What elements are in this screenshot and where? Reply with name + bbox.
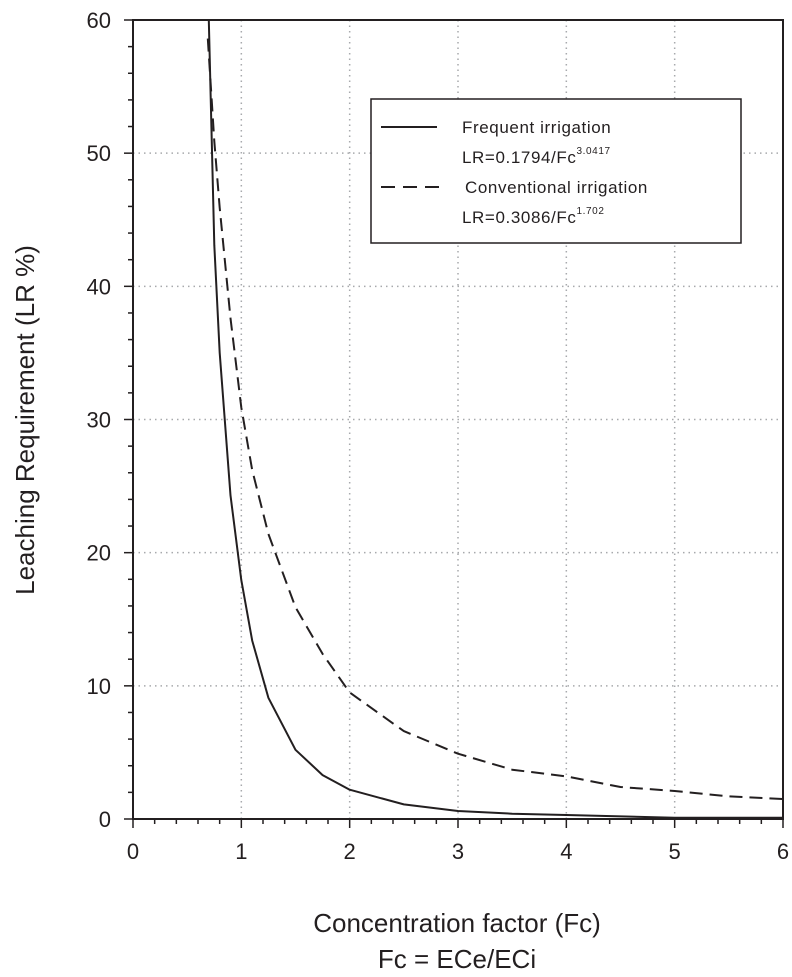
series-line-frequent-irrigation [207, 19, 783, 819]
legend-label-conventional: Conventional irrigation [465, 178, 648, 197]
x-axis-title: Concentration factor (Fc) [313, 908, 601, 938]
y-tick-label: 30 [87, 408, 111, 433]
x-tick-label: 2 [344, 839, 356, 864]
legend-equation-conventional-base: LR=0.3086/Fc [462, 208, 576, 227]
x-tick-label: 3 [452, 839, 464, 864]
x-tick-label: 0 [127, 839, 139, 864]
y-tick-label: 0 [99, 807, 111, 832]
y-axis-title: Leaching Requirement (LR %) [10, 245, 40, 595]
y-tick-label: 50 [87, 141, 111, 166]
legend-equation-conventional: LR=0.3086/Fc1.702 [462, 206, 605, 227]
y-tick-label: 20 [87, 541, 111, 566]
x-tick-label: 5 [669, 839, 681, 864]
x-axis-subtitle: Fc = ECe/ECi [378, 944, 536, 974]
legend-box [370, 98, 742, 244]
x-tick-label: 4 [560, 839, 572, 864]
y-tick-label: 10 [87, 674, 111, 699]
y-tick-label: 40 [87, 274, 111, 299]
y-tick-label: 60 [87, 8, 111, 33]
legend: Frequent irrigation LR=0.1794/Fc3.0417 C… [370, 98, 742, 244]
legend-equation-frequent: LR=0.1794/Fc3.0417 [462, 146, 611, 167]
x-tick-label: 1 [235, 839, 247, 864]
legend-equation-frequent-exponent: 3.0417 [576, 146, 610, 157]
legend-equation-frequent-base: LR=0.1794/Fc [462, 148, 576, 167]
x-tick-label: 6 [777, 839, 789, 864]
legend-label-frequent: Frequent irrigation [462, 118, 611, 137]
series-layer [206, 19, 784, 819]
legend-equation-conventional-exponent: 1.702 [576, 206, 604, 217]
series-line-conventional-irrigation [206, 38, 784, 800]
